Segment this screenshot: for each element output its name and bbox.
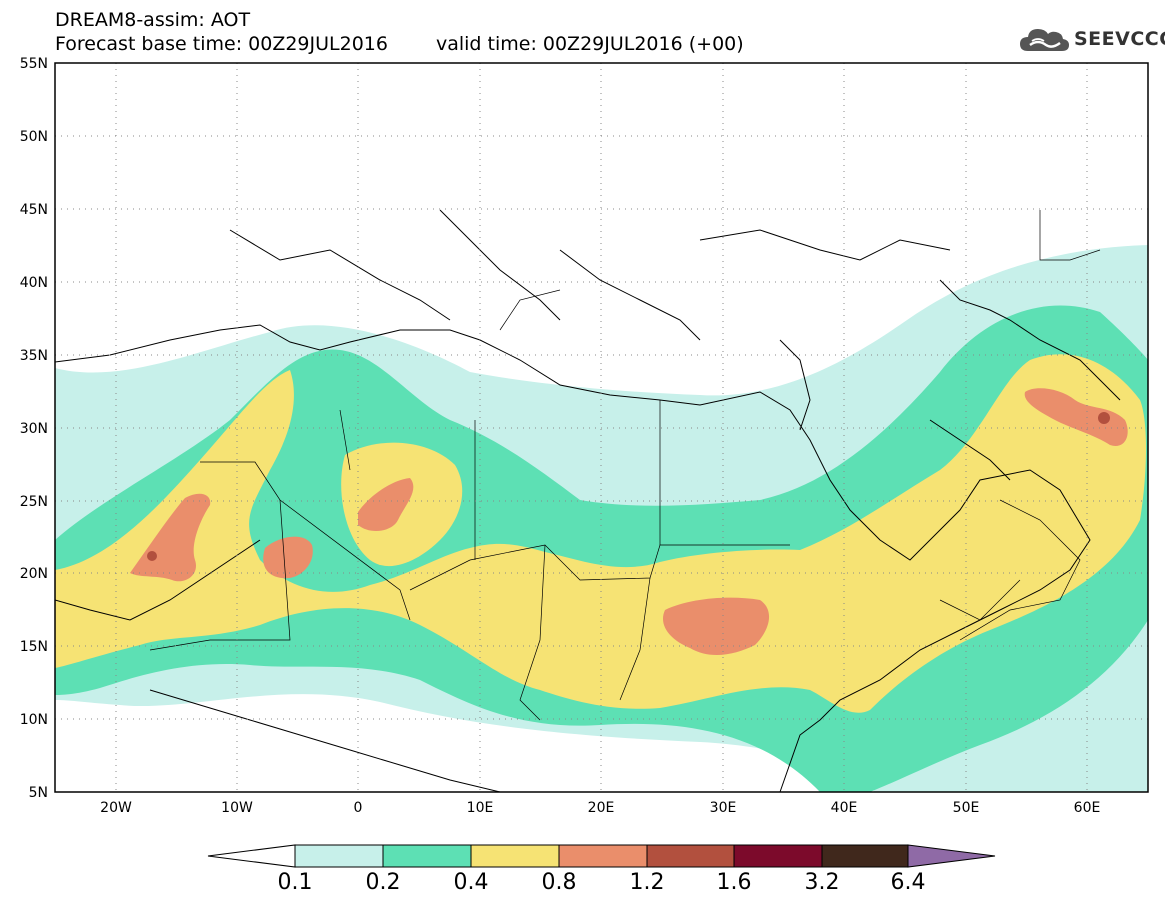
colorbar-over <box>907 844 996 868</box>
lon-label: 20W <box>100 800 132 816</box>
colorbar-label: 0.4 <box>453 870 489 895</box>
colorbar-under <box>207 844 296 868</box>
lon-label: 60E <box>1074 800 1101 816</box>
colorbar-label: 0.2 <box>365 870 401 895</box>
colorbar-label: 0.8 <box>541 870 577 895</box>
lat-axis: 55N 50N 45N 40N 35N 30N 25N 20N 15N 10N … <box>20 56 48 801</box>
lat-label: 30N <box>20 421 48 437</box>
colorbar-label: 1.6 <box>716 870 752 895</box>
colorbar-label: 6.4 <box>890 870 926 895</box>
aot-band-1.2 <box>1098 412 1110 424</box>
lon-label: 30E <box>710 800 737 816</box>
lat-label: 45N <box>20 202 48 218</box>
lat-label: 35N <box>20 348 48 364</box>
lon-label: 10E <box>467 800 494 816</box>
colorbar-label: 0.1 <box>277 870 313 895</box>
colorbar-label: 1.2 <box>629 870 665 895</box>
logo-text: SEEVCCC <box>1074 28 1165 50</box>
colorbar-segment <box>558 844 648 868</box>
map-frame <box>54 62 1149 793</box>
lat-label: 15N <box>20 639 48 655</box>
map-grid <box>55 63 1148 792</box>
aot-band-0.8 <box>662 597 770 656</box>
aot-band-0.8 <box>358 478 414 532</box>
colorbar-label: 3.2 <box>804 870 840 895</box>
colorbar-segment <box>646 844 735 868</box>
colorbar-segment <box>821 844 909 868</box>
time-info: Forecast base time: 00Z29JUL2016 valid ti… <box>55 33 744 55</box>
lon-label: 10W <box>221 800 253 816</box>
lat-label: 5N <box>29 785 48 801</box>
lon-label: 20E <box>588 800 615 816</box>
colorbar-segment <box>733 844 823 868</box>
map-title: DREAM8-assim: AOT <box>55 9 251 31</box>
lat-label: 20N <box>20 566 48 582</box>
cloud-icon <box>1020 29 1069 51</box>
country-borders <box>149 210 1101 721</box>
lat-label: 50N <box>20 129 48 145</box>
aot-band-0.8 <box>1024 388 1128 446</box>
lon-label: 50E <box>953 800 980 816</box>
colorbar-segment <box>294 844 384 868</box>
lon-label: 40E <box>831 800 858 816</box>
lat-label: 55N <box>20 56 48 72</box>
colorbar <box>207 844 996 868</box>
lon-label: 0 <box>354 800 363 816</box>
aot-band-1.2 <box>147 551 157 561</box>
lat-label: 40N <box>20 275 48 291</box>
lat-label: 10N <box>20 712 48 728</box>
base-time: Forecast base time: 00Z29JUL2016 <box>55 33 388 55</box>
coastlines <box>55 209 1121 792</box>
lat-label: 25N <box>20 494 48 510</box>
aot-field <box>55 63 1148 792</box>
colorbar-segment <box>470 844 560 868</box>
valid-time: valid time: 00Z29JUL2016 (+00) <box>435 33 744 55</box>
lon-axis: 20W 10W 0 10E 20E 30E 40E 50E 60E <box>100 800 1100 816</box>
seevccc-logo: SEEVCCC <box>1018 24 1165 54</box>
aot-band-0.4 <box>55 354 1146 713</box>
aot-band-0.8 <box>263 536 313 579</box>
colorbar-segment <box>382 844 472 868</box>
